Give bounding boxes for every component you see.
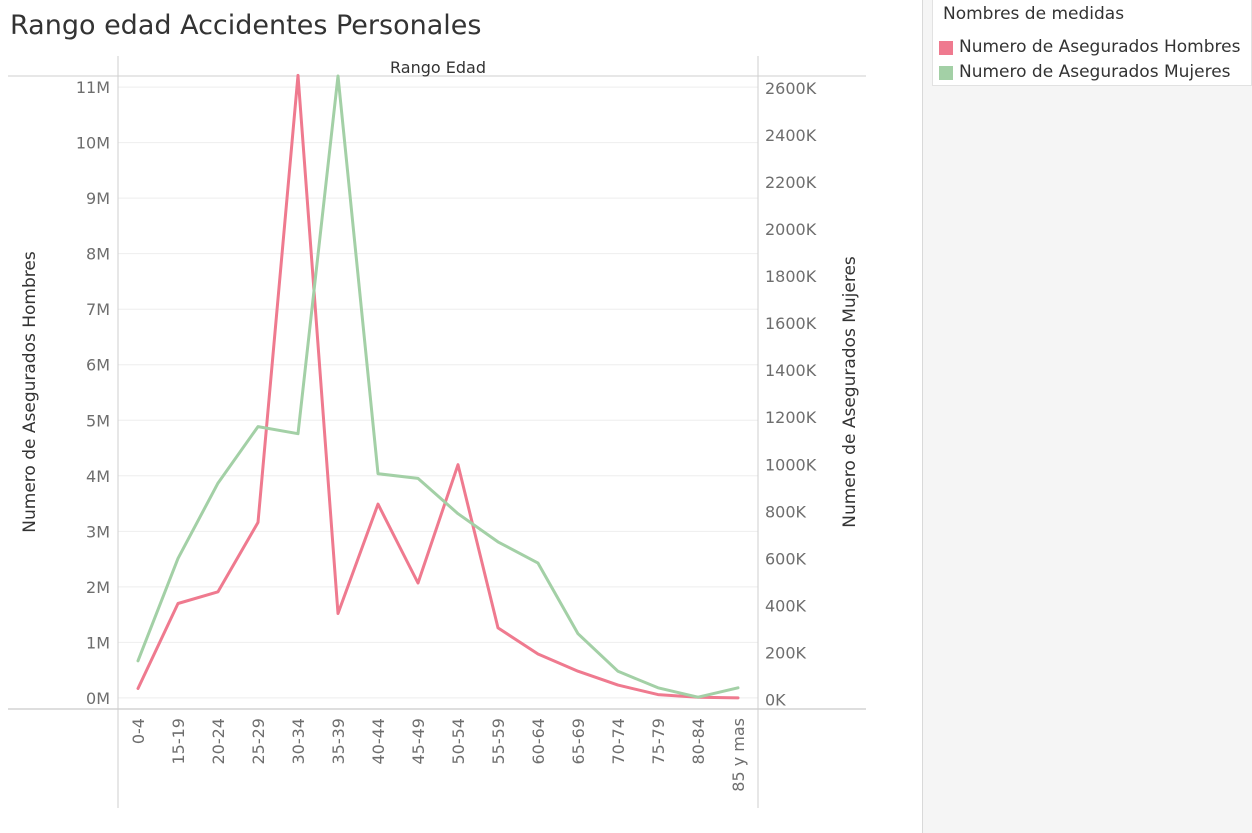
x-tick-label: 25-29 [249, 718, 268, 765]
y-tick-label-right: 1400K [765, 361, 817, 380]
data-point[interactable] [336, 611, 340, 615]
data-point[interactable] [336, 74, 340, 78]
x-tick-label: 50-54 [449, 718, 468, 765]
y-tick-label-right: 2200K [765, 173, 817, 192]
x-tick-label: 75-79 [649, 718, 668, 765]
data-point[interactable] [416, 476, 420, 480]
data-point[interactable] [216, 481, 220, 485]
data-point[interactable] [296, 73, 300, 77]
y-axis-ticks-left: 0M 1M 2M 3M 4M 5M 6M 7M 8M 9M 10M 11M [76, 78, 110, 708]
legend-swatch-mujeres [939, 66, 953, 80]
data-point[interactable] [656, 693, 660, 697]
data-point[interactable] [496, 540, 500, 544]
data-point[interactable] [416, 581, 420, 585]
x-tick-label: 35-39 [329, 718, 348, 765]
y-tick-label-right: 2600K [765, 79, 817, 98]
series-line-hombres[interactable] [136, 73, 740, 700]
data-point[interactable] [296, 432, 300, 436]
y-tick-label-left: 8M [86, 245, 110, 264]
y-tick-label-left: 6M [86, 356, 110, 375]
data-point[interactable] [576, 669, 580, 673]
legend-title: Nombres de medidas [943, 4, 1125, 24]
y-tick-label-right: 0K [765, 691, 786, 710]
y-tick-label-right: 800K [765, 502, 807, 521]
data-point[interactable] [376, 502, 380, 506]
y-tick-label-left: 1M [86, 633, 110, 652]
data-point[interactable] [656, 686, 660, 690]
x-tick-label: 70-74 [609, 718, 628, 765]
data-point[interactable] [176, 602, 180, 606]
side-panel [922, 0, 1252, 833]
legend: Nombres de medidas Numero de Asegurados … [932, 0, 1252, 86]
data-point[interactable] [376, 472, 380, 476]
y-tick-label-right: 200K [765, 644, 807, 663]
x-tick-label: 65-69 [569, 718, 588, 765]
axes [8, 56, 866, 808]
data-point[interactable] [216, 590, 220, 594]
x-tick-label: 0-4 [129, 718, 148, 744]
x-tick-label: 85 y mas [729, 718, 748, 792]
x-tick-label: 45-49 [409, 718, 428, 765]
data-point[interactable] [256, 425, 260, 429]
y-tick-label-left: 9M [86, 189, 110, 208]
data-point[interactable] [736, 696, 740, 700]
x-tick-label: 15-19 [169, 718, 188, 765]
y-axis-title-left: Numero de Asegurados Hombres [20, 251, 40, 533]
x-tick-label: 40-44 [369, 718, 388, 765]
data-point[interactable] [696, 695, 700, 699]
y-tick-label-right: 1800K [765, 267, 817, 286]
y-tick-label-left: 11M [76, 78, 110, 97]
y-tick-label-left: 3M [86, 522, 110, 541]
data-point[interactable] [136, 659, 140, 663]
chart-title: Rango edad Accidentes Personales [10, 10, 482, 41]
x-tick-label: 55-59 [489, 718, 508, 765]
data-point[interactable] [736, 686, 740, 690]
y-tick-label-right: 1600K [765, 314, 817, 333]
y-axis-title-right: Numero de Asegurados Mujeres [840, 256, 860, 528]
x-axis-title: Rango Edad [390, 58, 486, 77]
data-point[interactable] [496, 626, 500, 630]
legend-label-mujeres: Numero de Asegurados Mujeres [959, 62, 1231, 82]
y-tick-label-left: 2M [86, 578, 110, 597]
y-tick-label-left: 5M [86, 411, 110, 430]
y-tick-label-left: 4M [86, 467, 110, 486]
data-point[interactable] [136, 686, 140, 690]
legend-label-hombres: Numero de Asegurados Hombres [959, 37, 1241, 57]
data-point[interactable] [616, 683, 620, 687]
y-tick-label-left: 0M [86, 689, 110, 708]
y-tick-label-left: 7M [86, 300, 110, 319]
y-tick-label-left: 10M [76, 134, 110, 153]
data-point[interactable] [176, 556, 180, 560]
x-tick-label: 30-34 [289, 718, 308, 765]
y-tick-label-right: 400K [765, 596, 807, 615]
series-line-mujeres[interactable] [136, 74, 740, 699]
data-point[interactable] [576, 632, 580, 636]
data-point[interactable] [536, 652, 540, 656]
x-axis-ticks: 0-4 15-19 20-24 25-29 30-34 35-39 40-44 45-49 50… [129, 718, 748, 792]
series-lines [136, 73, 740, 700]
x-tick-label: 20-24 [209, 718, 228, 765]
data-point[interactable] [456, 463, 460, 467]
line-chart: Rango Edad Numero de Asegurados Hombres … [8, 56, 866, 808]
y-tick-label-right: 600K [765, 549, 807, 568]
legend-swatch-hombres [939, 41, 953, 55]
data-point[interactable] [616, 669, 620, 673]
grid-lines [118, 86, 758, 699]
x-tick-label: 80-84 [689, 718, 708, 765]
x-tick-label: 60-64 [529, 718, 548, 765]
data-point[interactable] [536, 561, 540, 565]
y-tick-label-right: 2000K [765, 220, 817, 239]
y-tick-label-right: 1200K [765, 408, 817, 427]
data-point[interactable] [256, 520, 260, 524]
data-point[interactable] [456, 512, 460, 516]
y-tick-label-right: 1000K [765, 455, 817, 474]
y-tick-label-right: 2400K [765, 126, 817, 145]
y-axis-ticks-right: 0K 200K 400K 600K 800K 1000K 1200K 1400K 1600K 18… [765, 79, 817, 710]
